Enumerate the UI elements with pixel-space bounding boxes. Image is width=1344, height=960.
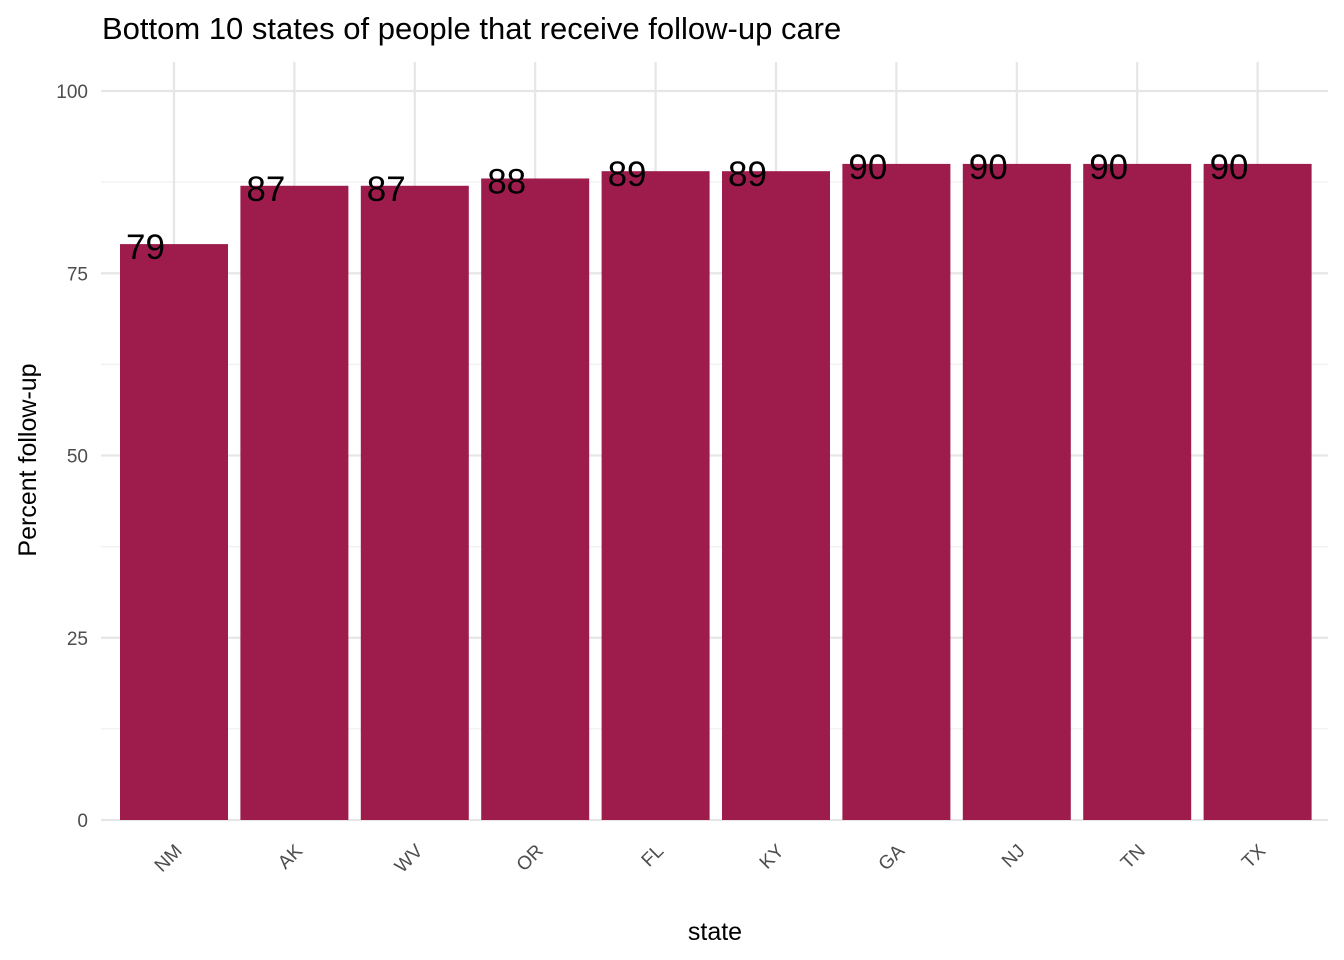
bar-ak	[240, 185, 349, 820]
x-tick-label-fl: FL	[638, 841, 669, 872]
x-axis-ticks: NM AK WV OR FL KY GA NJ TN TX	[151, 841, 1271, 878]
x-tick-label-or: OR	[513, 841, 548, 876]
y-tick-label: 100	[56, 82, 88, 103]
x-tick-label-ak: AK	[274, 841, 307, 874]
bar-wv	[360, 185, 469, 820]
x-tick-label-wv: WV	[391, 841, 428, 878]
data-label-tx: 90	[1210, 148, 1249, 187]
bar-or	[481, 178, 590, 821]
y-tick-label: 25	[67, 629, 88, 650]
data-label-ga: 90	[848, 148, 887, 187]
x-tick-label-tx: TX	[1238, 841, 1270, 873]
data-label-ky: 89	[728, 155, 767, 194]
x-tick-label-nm: NM	[151, 841, 187, 877]
bars	[120, 163, 1312, 821]
bar-tn	[1083, 163, 1192, 820]
bar-ga	[842, 163, 951, 820]
data-label-nj: 90	[969, 148, 1008, 187]
bar-nm	[120, 244, 228, 821]
x-tick-label-nj: NJ	[998, 841, 1029, 872]
x-axis-title: state	[688, 918, 742, 946]
data-labels: 79 87 87 88 89 89 90 90 90 90	[126, 148, 1249, 267]
y-tick-label: 0	[77, 811, 88, 832]
data-label-wv: 87	[367, 170, 406, 209]
y-axis-title: Percent follow-up	[14, 363, 42, 556]
data-label-nm: 79	[126, 228, 165, 267]
y-tick-label: 50	[67, 447, 88, 468]
x-tick-label-ky: KY	[756, 841, 789, 874]
x-tick-label-ga: GA	[875, 841, 909, 875]
data-label-fl: 89	[608, 155, 647, 194]
y-axis-ticks: 0 25 50 75 100	[56, 82, 88, 832]
data-label-or: 88	[487, 162, 526, 201]
data-label-ak: 87	[246, 170, 285, 209]
data-label-tn: 90	[1089, 148, 1128, 187]
bar-ky	[722, 171, 830, 820]
y-tick-label: 75	[67, 264, 88, 285]
chart-title: Bottom 10 states of people that receive …	[102, 11, 841, 46]
bar-tx	[1203, 163, 1312, 820]
bar-nj	[962, 163, 1071, 820]
x-tick-label-tn: TN	[1117, 841, 1150, 874]
bar-fl	[601, 171, 710, 820]
